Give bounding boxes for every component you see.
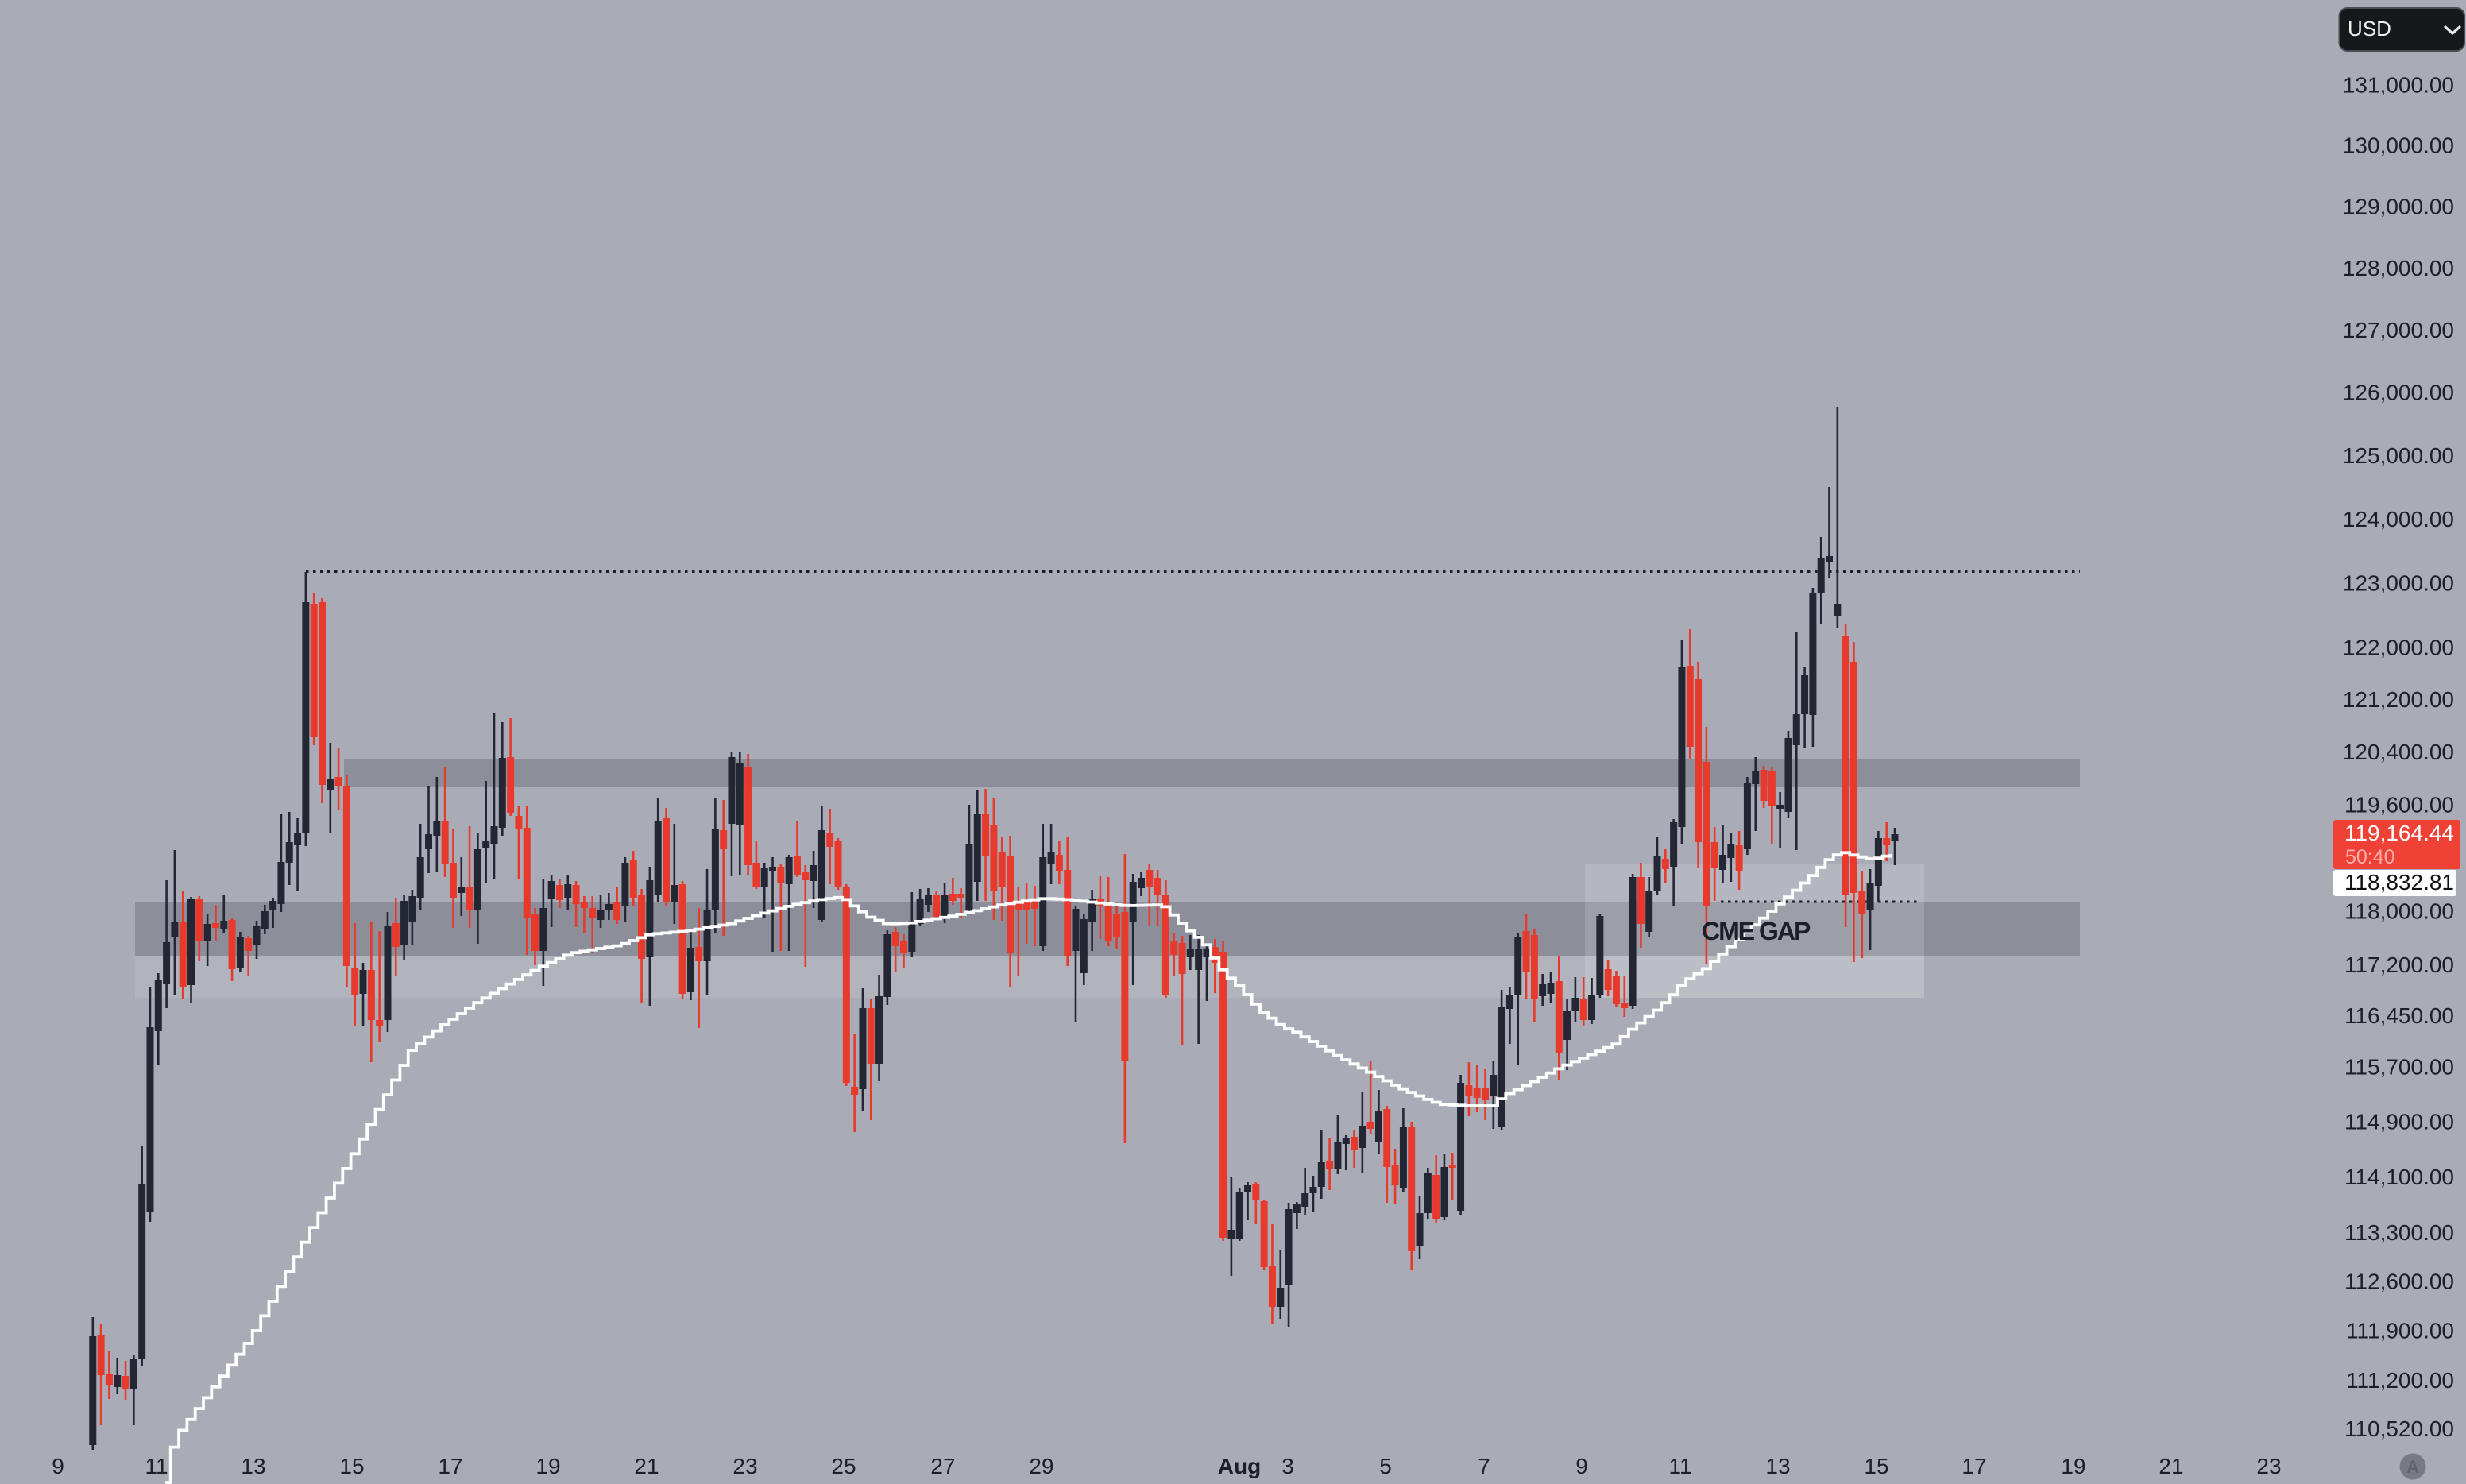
svg-text:112,600.00: 112,600.00	[2344, 1270, 2454, 1294]
svg-text:19: 19	[535, 1454, 560, 1478]
svg-text:119,164.44: 119,164.44	[2344, 821, 2454, 845]
svg-text:13: 13	[241, 1454, 265, 1478]
svg-text:USD: USD	[2348, 17, 2391, 41]
svg-text:131,000.00: 131,000.00	[2343, 73, 2454, 98]
svg-text:23: 23	[732, 1454, 757, 1478]
svg-text:27: 27	[930, 1454, 955, 1478]
svg-text:19: 19	[2061, 1454, 2085, 1478]
svg-text:17: 17	[438, 1454, 462, 1478]
svg-text:11: 11	[1668, 1454, 1691, 1478]
svg-text:113,300.00: 113,300.00	[2344, 1220, 2454, 1245]
svg-text:3: 3	[1281, 1454, 1294, 1478]
svg-text:122,000.00: 122,000.00	[2343, 636, 2454, 660]
svg-text:117,200.00: 117,200.00	[2344, 953, 2454, 977]
svg-text:111,200.00: 111,200.00	[2346, 1368, 2454, 1393]
svg-text:115,700.00: 115,700.00	[2344, 1054, 2454, 1079]
svg-text:118,000.00: 118,000.00	[2344, 899, 2454, 923]
svg-text:114,900.00: 114,900.00	[2344, 1109, 2454, 1134]
svg-text:130,000.00: 130,000.00	[2343, 133, 2454, 158]
svg-text:29: 29	[1029, 1454, 1053, 1478]
svg-text:9: 9	[1575, 1454, 1588, 1478]
svg-text:126,000.00: 126,000.00	[2343, 381, 2454, 405]
svg-text:13: 13	[1765, 1454, 1790, 1478]
svg-text:118,832.81: 118,832.81	[2344, 870, 2454, 895]
svg-text:21: 21	[634, 1454, 659, 1478]
svg-text:128,000.00: 128,000.00	[2343, 256, 2454, 280]
svg-text:5: 5	[1379, 1454, 1392, 1478]
svg-text:15: 15	[339, 1454, 364, 1478]
svg-text:120,400.00: 120,400.00	[2343, 740, 2454, 764]
svg-text:125,000.00: 125,000.00	[2343, 443, 2454, 468]
svg-text:21: 21	[2159, 1454, 2183, 1478]
svg-text:124,000.00: 124,000.00	[2343, 507, 2454, 531]
svg-text:121,200.00: 121,200.00	[2343, 687, 2454, 712]
svg-text:111,900.00: 111,900.00	[2346, 1319, 2454, 1343]
svg-text:9: 9	[52, 1454, 64, 1478]
svg-text:123,000.00: 123,000.00	[2343, 571, 2454, 596]
svg-text:116,450.00: 116,450.00	[2344, 1003, 2454, 1028]
svg-text:A: A	[2406, 1457, 2419, 1477]
svg-text:Aug: Aug	[1218, 1454, 1261, 1478]
svg-text:50:40: 50:40	[2345, 846, 2395, 868]
svg-text:17: 17	[1962, 1454, 1986, 1478]
svg-text:23: 23	[2256, 1454, 2281, 1478]
svg-text:25: 25	[831, 1454, 856, 1478]
svg-text:15: 15	[1864, 1454, 1888, 1478]
svg-text:CME GAP: CME GAP	[1702, 917, 1811, 945]
svg-text:114,100.00: 114,100.00	[2344, 1165, 2454, 1189]
svg-text:127,000.00: 127,000.00	[2343, 318, 2454, 342]
svg-text:11: 11	[145, 1454, 168, 1478]
svg-text:110,520.00: 110,520.00	[2344, 1416, 2454, 1441]
svg-text:7: 7	[1478, 1454, 1490, 1478]
svg-text:119,600.00: 119,600.00	[2344, 792, 2454, 817]
svg-text:129,000.00: 129,000.00	[2343, 195, 2454, 219]
